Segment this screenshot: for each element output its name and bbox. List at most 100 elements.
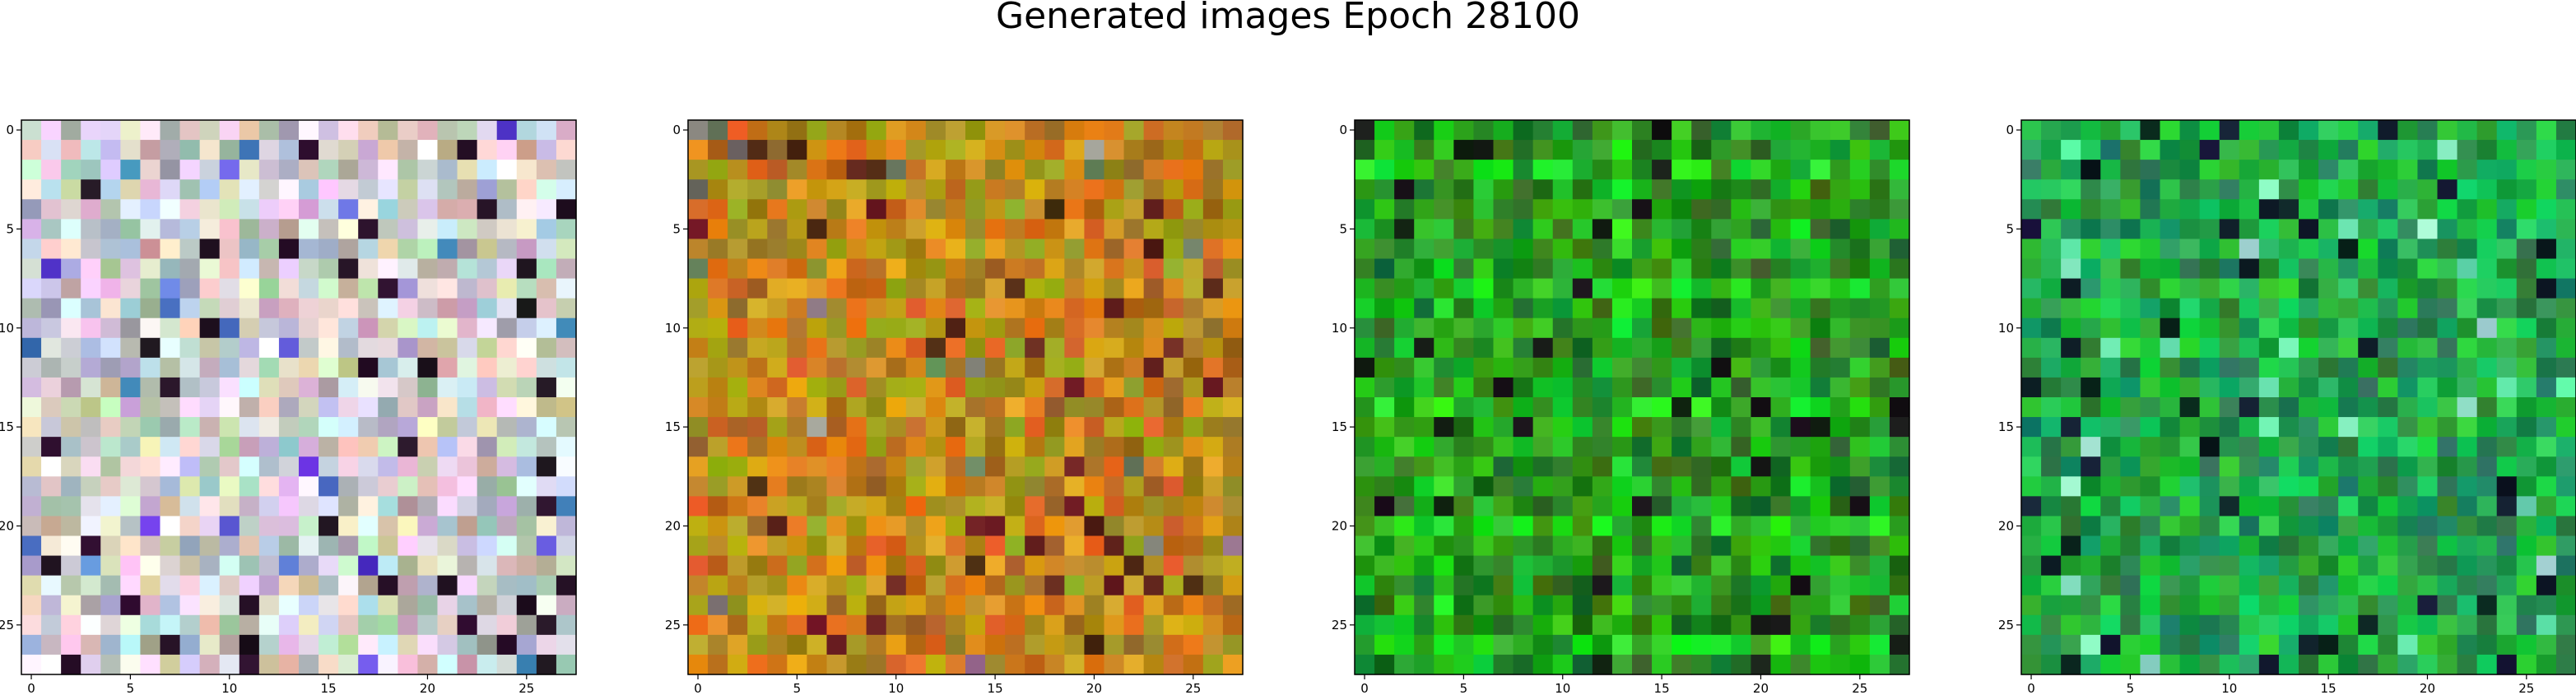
pixel [1123, 258, 1145, 280]
pixel [1592, 140, 1613, 160]
pixel [299, 179, 319, 200]
pixel [2081, 516, 2101, 537]
pixel [688, 258, 709, 280]
pixel [688, 219, 709, 240]
pixel [219, 535, 240, 557]
pixel [1183, 555, 1204, 577]
pixel [536, 298, 557, 319]
pixel [1202, 258, 1224, 280]
pixel [278, 516, 300, 537]
pixel [1163, 456, 1184, 477]
pixel [1493, 496, 1514, 517]
pixel [1123, 614, 1145, 636]
pixel [2378, 516, 2398, 537]
pixel [2476, 337, 2498, 359]
pixel [358, 179, 379, 200]
pixel [556, 634, 577, 656]
pixel [2318, 496, 2339, 517]
pixel [1790, 219, 1811, 240]
pixel [140, 317, 161, 339]
pixel [239, 317, 260, 339]
pixel [1453, 614, 1475, 636]
pixel [81, 595, 101, 616]
pixel [925, 555, 946, 577]
pixel [1163, 357, 1184, 378]
pixel [1374, 654, 1395, 675]
pixel [1592, 317, 1613, 339]
pixel [516, 634, 537, 656]
pixel [2299, 397, 2319, 418]
pixel [1493, 595, 1514, 616]
pixel [1064, 516, 1086, 537]
pixel [1493, 239, 1514, 260]
pixel [1810, 357, 1831, 378]
x-tick-label: 5 [793, 681, 802, 695]
pixel [258, 120, 280, 141]
pixel [2061, 397, 2081, 418]
pixel [807, 634, 828, 656]
pixel [2120, 298, 2141, 319]
pixel [2457, 377, 2478, 398]
pixel [1222, 317, 1244, 339]
pixel [1592, 634, 1613, 656]
pixel [258, 496, 280, 517]
pixel [417, 397, 439, 418]
pixel [2179, 437, 2201, 457]
pixel [1493, 654, 1514, 675]
pixel [945, 575, 966, 596]
pixel [21, 555, 42, 577]
pixel [2437, 516, 2458, 537]
pixel [1513, 575, 1534, 596]
pixel [1394, 595, 1415, 616]
pixel [1889, 337, 1910, 359]
pixel [1869, 298, 1890, 319]
pixel [728, 595, 748, 616]
pixel [1889, 634, 1910, 656]
pixel [1632, 535, 1653, 557]
pixel [886, 160, 907, 180]
pixel [2140, 179, 2161, 200]
pixel [747, 555, 768, 577]
pixel [496, 614, 518, 636]
pixel [1849, 120, 1871, 141]
pixel [1830, 120, 1851, 141]
pixel [2081, 476, 2101, 497]
pixel [2219, 317, 2240, 339]
pixel [1751, 140, 1772, 160]
pixel [2476, 575, 2498, 596]
pixel [1473, 456, 1495, 477]
pixel [1493, 298, 1514, 319]
pixel [787, 614, 808, 636]
pixel [945, 654, 966, 675]
pixel [866, 555, 887, 577]
pixel [160, 179, 181, 200]
pixel [1143, 516, 1165, 537]
pixel [1572, 219, 1593, 240]
pixel [1513, 614, 1534, 636]
pixel [1025, 298, 1045, 319]
pixel [239, 634, 260, 656]
pixel [905, 219, 927, 240]
pixel [846, 258, 867, 280]
pixel [140, 160, 161, 180]
pixel [2555, 634, 2576, 656]
pixel [1025, 258, 1045, 280]
pixel [2061, 437, 2081, 457]
pixel [2239, 456, 2260, 477]
pixel [826, 437, 848, 457]
pixel [1143, 397, 1165, 418]
pixel [2358, 516, 2378, 537]
pixel [1005, 258, 1025, 280]
pixel [1691, 535, 1712, 557]
pixel [1355, 377, 1375, 398]
pixel [708, 437, 728, 457]
pixel [1849, 199, 1871, 220]
pixel [1711, 278, 1732, 299]
pixel [1355, 298, 1375, 319]
pixel [1731, 397, 1752, 418]
pixel [556, 179, 577, 200]
pixel [2100, 278, 2121, 299]
pixel [258, 337, 280, 359]
pixel [1453, 437, 1475, 457]
pixel [728, 199, 748, 220]
